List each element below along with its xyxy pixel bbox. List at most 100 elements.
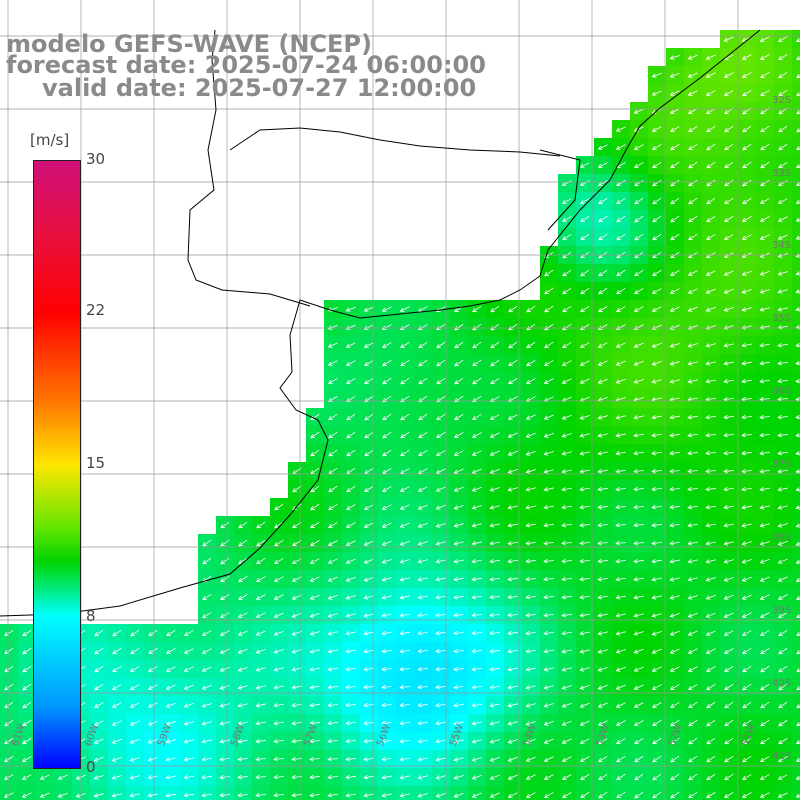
wind-arrow [525, 703, 536, 708]
wind-arrow [363, 324, 374, 330]
wind-arrow [741, 343, 752, 348]
wind-arrow [435, 504, 446, 510]
wind-arrow [723, 630, 734, 636]
wind-arrow [760, 161, 770, 169]
wind-arrow [706, 792, 716, 799]
wind-arrow [543, 487, 554, 492]
wind-arrow [111, 775, 122, 780]
wind-arrow [507, 630, 519, 636]
wind-arrow [327, 360, 338, 366]
wind-arrow [453, 559, 464, 564]
wind-arrow [777, 450, 789, 456]
wind-arrow [507, 594, 519, 600]
wind-arrow [723, 343, 734, 348]
wind-arrow [255, 738, 267, 744]
wind-arrow [777, 792, 788, 798]
wind-arrow [22, 701, 32, 709]
wind-arrow [705, 468, 717, 474]
wind-arrow [453, 577, 464, 582]
wind-arrow [777, 396, 789, 402]
wind-speed-cell [792, 732, 800, 750]
wind-arrow [651, 288, 662, 294]
wind-arrow [579, 684, 590, 690]
wind-arrow [778, 701, 788, 709]
wind-arrow [795, 469, 800, 474]
wind-arrow [651, 559, 662, 564]
wind-arrow [796, 613, 800, 619]
wind-arrow [687, 90, 698, 96]
wind-arrow [327, 558, 338, 564]
wind-arrow [795, 360, 800, 366]
wind-arrow [580, 791, 590, 799]
wind-arrow [543, 558, 555, 564]
wind-arrow [363, 631, 374, 636]
wind-arrow [795, 757, 800, 762]
wind-arrow [147, 684, 158, 690]
wind-arrow [525, 576, 537, 582]
wind-arrow [94, 665, 104, 673]
wind-arrow [706, 215, 716, 223]
wind-arrow [579, 378, 590, 384]
wind-arrow [453, 703, 465, 708]
wind-arrow [111, 720, 122, 726]
wind-speed-cell [792, 462, 800, 480]
wind-arrow [3, 792, 14, 798]
wind-arrow [688, 126, 698, 133]
wind-arrow [328, 485, 338, 493]
wind-arrow [795, 217, 800, 222]
wind-arrow [634, 233, 644, 241]
wind-arrow [327, 522, 338, 528]
wind-arrow [147, 757, 158, 762]
wind-arrow [453, 523, 464, 528]
wind-speed-cell [360, 786, 378, 800]
wind-arrow [328, 503, 338, 511]
wind-arrow [525, 649, 537, 654]
wind-arrow [237, 594, 248, 600]
wind-arrow [669, 559, 680, 564]
wind-arrow [543, 720, 554, 726]
wind-arrow [202, 557, 212, 565]
wind-arrow [633, 379, 644, 384]
wind-arrow [742, 719, 752, 727]
wind-arrow [345, 720, 357, 726]
wind-arrow [759, 630, 770, 636]
wind-speed-cell [720, 786, 738, 800]
wind-arrow [148, 648, 158, 655]
wind-arrow [525, 540, 537, 546]
wind-arrow [651, 630, 662, 636]
wind-arrow [777, 487, 788, 492]
wind-arrow [543, 774, 554, 780]
wind-arrow [778, 738, 788, 745]
wind-speed-cell [126, 786, 144, 800]
wind-speed-cell [396, 786, 414, 800]
wind-arrow [760, 89, 770, 97]
wind-arrow [490, 377, 500, 385]
wind-arrow [562, 305, 572, 313]
wind-arrow [435, 721, 446, 726]
wind-arrow [417, 648, 429, 654]
wind-arrow [472, 305, 482, 313]
wind-arrow [381, 702, 393, 708]
wind-arrow [669, 666, 680, 672]
wind-arrow [309, 738, 321, 744]
wind-arrow [741, 216, 752, 222]
wind-arrow [310, 449, 320, 457]
wind-arrow [345, 684, 357, 690]
wind-arrow [22, 630, 32, 637]
wind-arrow [238, 521, 248, 529]
lat-label: 37S [772, 459, 792, 470]
wind-arrow [687, 270, 698, 276]
wind-arrow [363, 720, 375, 726]
wind-arrow [255, 612, 266, 618]
wind-arrow [544, 323, 554, 331]
wind-speed-cell [792, 372, 800, 390]
wind-arrow [742, 701, 752, 709]
wind-arrow [543, 522, 555, 528]
wind-arrow [273, 667, 284, 672]
lat-label: 40S [772, 678, 792, 689]
wind-arrow [525, 738, 536, 744]
wind-arrow [525, 558, 537, 564]
wind-arrow [255, 685, 266, 690]
wind-arrow [579, 540, 591, 546]
wind-arrow [687, 595, 698, 600]
